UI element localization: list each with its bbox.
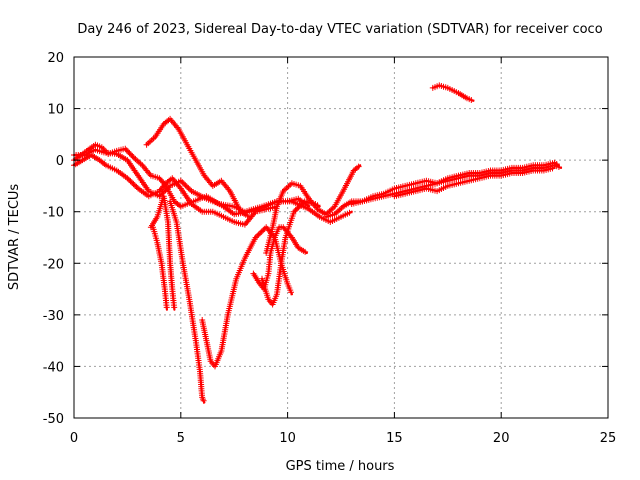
y-tick-label: -50: [43, 412, 64, 427]
y-tick-label: -30: [43, 309, 64, 324]
plus-marker: [302, 248, 309, 255]
series-arc-n-markers: [391, 165, 556, 200]
chart-title: Day 246 of 2023, Sidereal Day-to-day VTE…: [77, 22, 602, 37]
series-arc-l-markers: [323, 162, 562, 220]
plus-marker: [553, 161, 560, 167]
series-arc-f-markers: [150, 224, 170, 311]
plus-marker: [171, 304, 178, 311]
x-tick-label: 25: [600, 431, 617, 446]
plot-frame: [73, 56, 609, 419]
grid: [74, 57, 608, 418]
series-arc-o-markers: [429, 82, 475, 103]
y-tick-labels: -50 -40 -30 -20 -10 0 10 20: [43, 51, 64, 427]
ticks: [73, 56, 609, 419]
y-tick-label: -10: [43, 206, 64, 221]
plus-marker: [200, 397, 207, 404]
plus-marker: [288, 289, 294, 296]
plus-marker: [549, 165, 556, 172]
series-arc-h-markers: [199, 224, 294, 370]
y-tick-label: -20: [43, 257, 64, 272]
plus-marker: [346, 209, 353, 216]
series-arc-c-markers: [71, 152, 278, 228]
x-tick-label: 0: [70, 431, 78, 446]
plus-marker: [163, 304, 170, 311]
series-arc-k-markers: [263, 163, 362, 256]
series-group: [71, 82, 563, 404]
x-tick-label: 5: [177, 431, 185, 446]
series-arc-g-markers: [167, 198, 207, 404]
x-tick-label: 20: [493, 431, 510, 446]
series-arc-d-markers: [143, 115, 251, 219]
x-tick-label: 10: [279, 431, 296, 446]
series-arc-e-markers: [147, 193, 178, 311]
series-arc-f: [151, 226, 168, 311]
plus-marker: [244, 212, 251, 219]
series-arc-m-markers: [348, 159, 560, 207]
y-axis-label: SDTVAR / TECUs: [7, 184, 22, 291]
plus-marker: [123, 147, 130, 154]
x-tick-labels: 0 5 10 15 20 25: [70, 431, 616, 446]
plus-marker: [468, 97, 475, 103]
x-axis-label: GPS time / hours: [286, 459, 395, 474]
y-tick-label: 10: [47, 103, 64, 118]
series-arc-e: [149, 195, 176, 311]
y-tick-label: 20: [47, 51, 64, 66]
y-tick-label: 0: [56, 154, 64, 169]
y-tick-label: -40: [43, 360, 64, 375]
series-arc-k: [265, 164, 362, 255]
x-tick-label: 15: [386, 431, 403, 446]
series-arc-j-markers: [259, 198, 321, 308]
plus-marker: [355, 163, 362, 170]
